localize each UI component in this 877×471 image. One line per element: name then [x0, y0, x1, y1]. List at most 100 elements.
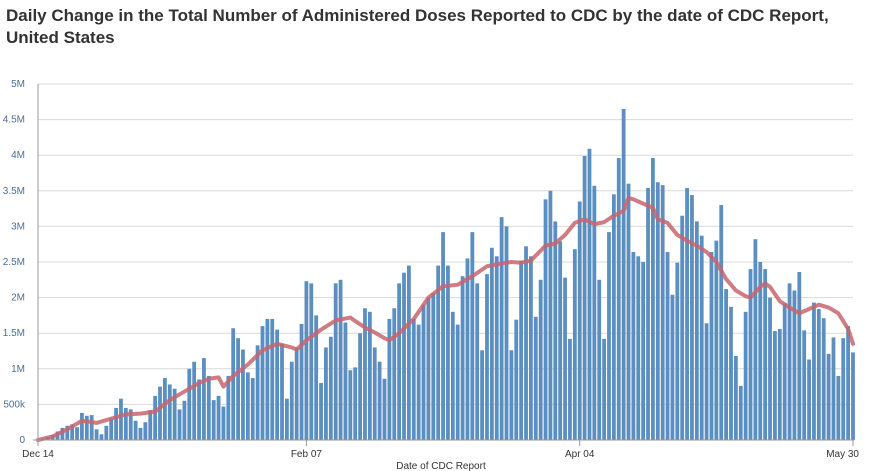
bar[interactable]	[133, 420, 138, 440]
bar[interactable]	[568, 338, 572, 440]
bar[interactable]	[221, 406, 226, 440]
bar[interactable]	[372, 347, 377, 440]
bar[interactable]	[80, 412, 84, 440]
bar[interactable]	[694, 221, 699, 440]
bar[interactable]	[489, 247, 494, 440]
bar[interactable]	[206, 375, 211, 440]
bar[interactable]	[514, 319, 519, 440]
bar[interactable]	[792, 290, 797, 440]
bar[interactable]	[343, 322, 348, 440]
bar[interactable]	[119, 398, 123, 440]
bar[interactable]	[211, 400, 216, 440]
bar[interactable]	[499, 217, 504, 440]
bar[interactable]	[851, 352, 855, 440]
bar[interactable]	[309, 283, 314, 440]
bar[interactable]	[587, 148, 592, 441]
bar[interactable]	[680, 215, 685, 440]
bar[interactable]	[241, 349, 245, 440]
bar[interactable]	[675, 262, 680, 440]
bar[interactable]	[182, 400, 187, 440]
bar[interactable]	[655, 182, 660, 441]
bar[interactable]	[607, 232, 611, 440]
bar[interactable]	[743, 311, 748, 440]
bar[interactable]	[470, 232, 475, 440]
bar[interactable]	[831, 337, 836, 440]
bar[interactable]	[504, 226, 509, 440]
bar[interactable]	[509, 350, 514, 440]
bar[interactable]	[812, 302, 816, 440]
bar[interactable]	[289, 361, 294, 440]
bar[interactable]	[236, 338, 240, 440]
bar[interactable]	[460, 276, 465, 440]
bar[interactable]	[592, 185, 597, 440]
bar[interactable]	[753, 239, 758, 440]
bar[interactable]	[353, 367, 358, 440]
bar[interactable]	[363, 308, 367, 440]
bar[interactable]	[202, 358, 206, 440]
bar[interactable]	[421, 304, 426, 440]
bar[interactable]	[416, 324, 421, 440]
bar[interactable]	[480, 350, 485, 440]
bar[interactable]	[714, 240, 719, 440]
bar[interactable]	[529, 256, 533, 440]
bar[interactable]	[660, 185, 665, 440]
bar[interactable]	[631, 252, 636, 440]
bar[interactable]	[724, 289, 729, 440]
bar[interactable]	[338, 279, 343, 440]
bar[interactable]	[387, 318, 392, 440]
bar[interactable]	[314, 315, 319, 440]
bar[interactable]	[455, 324, 460, 440]
bar[interactable]	[70, 424, 75, 440]
bar[interactable]	[60, 427, 65, 440]
bar[interactable]	[319, 383, 323, 440]
bar[interactable]	[99, 434, 104, 440]
bar[interactable]	[284, 398, 289, 440]
bar[interactable]	[431, 293, 436, 440]
bar[interactable]	[304, 281, 309, 440]
bar[interactable]	[324, 347, 328, 440]
bar[interactable]	[250, 378, 255, 440]
bar[interactable]	[114, 407, 118, 440]
bar[interactable]	[558, 241, 563, 440]
bar[interactable]	[685, 187, 689, 440]
bar[interactable]	[333, 283, 338, 440]
bar[interactable]	[377, 361, 382, 440]
bar[interactable]	[807, 359, 811, 440]
bar[interactable]	[548, 190, 553, 440]
bar[interactable]	[763, 269, 768, 440]
bar[interactable]	[719, 205, 724, 440]
bar[interactable]	[270, 318, 275, 440]
bar[interactable]	[524, 246, 528, 440]
bar[interactable]	[167, 384, 172, 440]
bar[interactable]	[162, 378, 167, 440]
bar[interactable]	[670, 294, 675, 440]
bar[interactable]	[446, 265, 450, 440]
bar[interactable]	[704, 323, 709, 440]
bar[interactable]	[94, 429, 99, 440]
bar[interactable]	[367, 311, 372, 440]
bar[interactable]	[441, 232, 445, 440]
bar[interactable]	[138, 427, 143, 440]
bar[interactable]	[123, 407, 128, 440]
bar[interactable]	[826, 353, 831, 440]
bar[interactable]	[172, 388, 177, 440]
bar[interactable]	[436, 265, 441, 440]
bar[interactable]	[821, 318, 826, 440]
bar[interactable]	[699, 235, 704, 440]
bar[interactable]	[836, 375, 841, 440]
bar[interactable]	[65, 425, 70, 440]
bar[interactable]	[402, 272, 406, 440]
bar[interactable]	[294, 347, 299, 440]
bar[interactable]	[104, 425, 109, 440]
bar[interactable]	[89, 415, 94, 440]
bar[interactable]	[816, 308, 821, 440]
bar[interactable]	[84, 415, 89, 440]
bar[interactable]	[768, 297, 772, 440]
bar[interactable]	[299, 323, 304, 440]
bar[interactable]	[553, 221, 558, 440]
bar[interactable]	[494, 256, 499, 440]
bar[interactable]	[192, 361, 197, 440]
bar[interactable]	[148, 410, 153, 440]
bar[interactable]	[773, 331, 777, 440]
bar[interactable]	[572, 249, 577, 440]
